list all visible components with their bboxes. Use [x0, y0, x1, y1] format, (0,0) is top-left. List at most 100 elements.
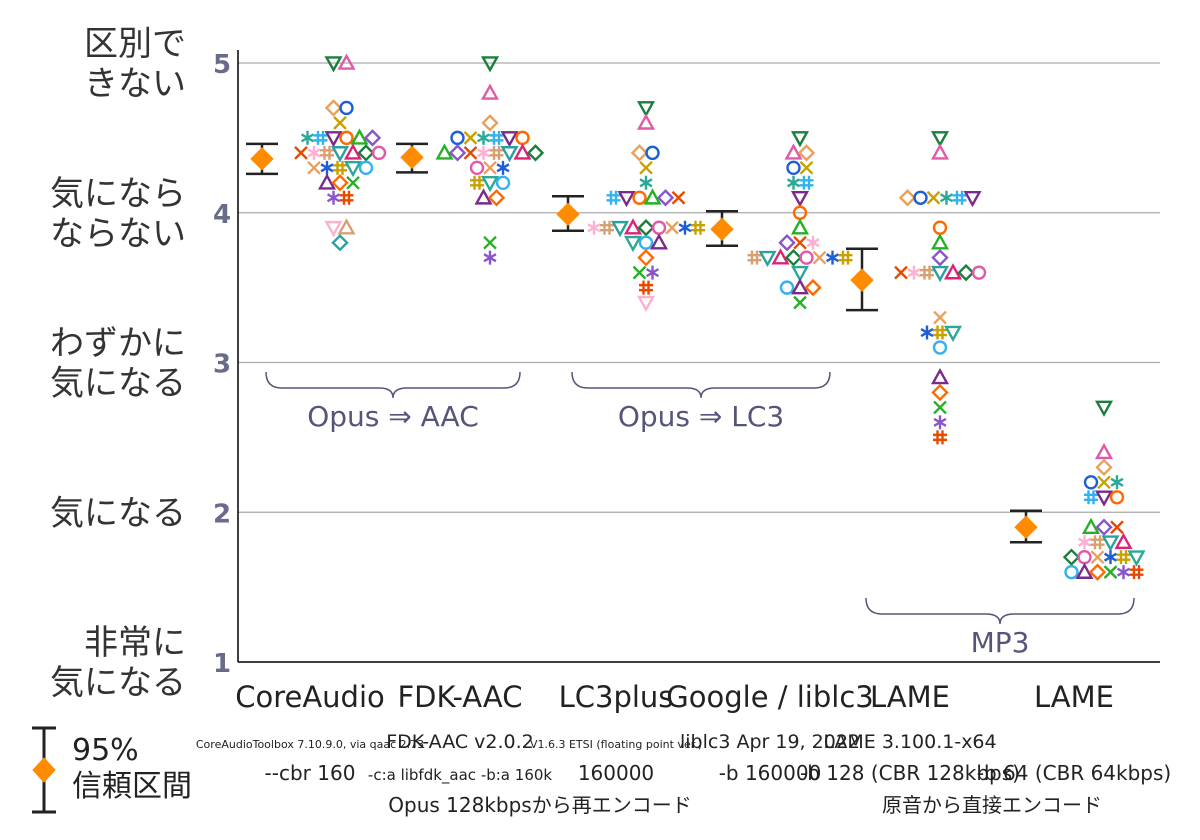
- x-category-detail: FDK-AAC v2.0.2: [386, 731, 534, 753]
- point-marker: [790, 278, 810, 295]
- point-marker: [926, 190, 941, 205]
- point-marker: [790, 131, 810, 148]
- y-tick-label: 2: [213, 499, 231, 529]
- point-marker: [907, 265, 921, 280]
- point-marker: [678, 220, 692, 235]
- point-marker: [1077, 535, 1092, 550]
- point-marker: [806, 235, 820, 250]
- point-marker: [649, 233, 669, 250]
- x-category-detail: V1.6.3 ETSI (floating point ver.): [530, 738, 702, 751]
- point-marker: [600, 220, 614, 235]
- point-marker: [339, 190, 354, 205]
- y-tick-label: 4: [213, 200, 231, 230]
- point-marker: [1062, 548, 1081, 566]
- point-marker: [333, 116, 347, 130]
- point-marker: [500, 131, 519, 148]
- point-marker: [515, 130, 530, 146]
- point-marker: [771, 248, 790, 265]
- y-category-label: 区別で: [84, 24, 186, 64]
- point-marker: [324, 131, 343, 148]
- point-marker: [331, 234, 349, 252]
- x-category-detail: liblc3 Apr 19, 2022: [680, 731, 860, 753]
- point-marker: [1110, 520, 1124, 535]
- point-marker: [1084, 490, 1098, 505]
- x-category-detail: -b 64 (CBR 64kbps): [977, 761, 1171, 785]
- point-marker: [463, 131, 478, 145]
- point-marker: [307, 160, 321, 175]
- point-marker: [357, 144, 375, 162]
- point-marker: [894, 265, 908, 280]
- point-marker: [931, 248, 949, 267]
- mean-marker: [850, 268, 874, 292]
- point-marker: [1090, 535, 1105, 550]
- point-marker: [623, 235, 643, 253]
- y-category-label: ならない: [50, 214, 186, 254]
- point-marker: [786, 160, 801, 176]
- y-category-label: 気になる: [50, 663, 186, 703]
- bottom-note: Opus 128kbpsから再エンコード: [388, 793, 691, 817]
- point-marker: [1129, 565, 1144, 580]
- point-marker: [469, 160, 485, 176]
- point-marker: [804, 278, 822, 297]
- point-marker: [930, 143, 950, 160]
- group-label: MP3: [971, 626, 1030, 659]
- point-marker: [606, 190, 621, 205]
- point-marker: [651, 220, 667, 235]
- legend-label: 信頼区間: [72, 769, 192, 804]
- point-marker: [483, 250, 497, 265]
- point-marker: [320, 160, 334, 175]
- point-marker: [1094, 400, 1114, 417]
- x-category-detail: CoreAudioToolbox 7.10.9.0, via qaac 2.73: [196, 738, 424, 751]
- point-marker: [913, 190, 928, 205]
- grid-lines: [238, 62, 1160, 513]
- x-category-labels: CoreAudio CoreAudioToolbox 7.10.9.0, via …: [196, 680, 1171, 785]
- point-marker: [930, 265, 950, 283]
- point-marker: [1114, 532, 1133, 549]
- point-marker: [645, 145, 660, 161]
- point-marker: [930, 233, 950, 250]
- point-marker: [500, 146, 519, 163]
- x-category-label: LAME: [1034, 680, 1114, 714]
- point-marker: [463, 146, 478, 160]
- point-marker: [343, 161, 363, 178]
- point-marker: [1097, 475, 1111, 490]
- point-marker: [363, 129, 382, 147]
- point-marker: [930, 131, 950, 148]
- group-brackets: Opus ⇒ AAC Opus ⇒ LC3 MP3: [265, 371, 1135, 659]
- point-marker: [790, 265, 810, 283]
- point-marker: [656, 189, 675, 207]
- means-and-ci: [246, 142, 1042, 544]
- y-category-label: 気になる: [50, 493, 186, 533]
- y-category-label: きない: [84, 64, 186, 104]
- x-category-detail: 160000: [578, 761, 654, 785]
- point-marker: [645, 265, 660, 280]
- point-marker: [495, 175, 511, 191]
- point-marker: [489, 130, 504, 145]
- point-marker: [480, 56, 500, 73]
- point-marker: [671, 190, 686, 205]
- point-marker: [300, 130, 315, 145]
- point-marker: [793, 235, 807, 250]
- point-marker: [480, 175, 500, 193]
- point-marker: [1116, 550, 1131, 565]
- mean-marker: [710, 217, 734, 241]
- point-marker: [483, 160, 497, 175]
- x-category-label: LC3plus: [559, 680, 674, 714]
- point-marker: [637, 248, 655, 267]
- point-marker: [317, 173, 337, 190]
- point-marker: [931, 383, 949, 402]
- point-marker: [324, 56, 343, 73]
- point-marker: [435, 143, 454, 160]
- point-marker: [784, 143, 803, 160]
- point-marker: [1095, 458, 1113, 477]
- point-marker: [526, 144, 545, 162]
- point-marker: [483, 235, 497, 250]
- point-marker: [1101, 535, 1120, 552]
- point-marker: [957, 263, 975, 282]
- point-marker: [346, 175, 360, 190]
- point-marker: [920, 265, 934, 280]
- point-marker: [480, 83, 500, 100]
- point-marker: [1095, 518, 1113, 536]
- x-category-label: CoreAudio: [235, 680, 385, 714]
